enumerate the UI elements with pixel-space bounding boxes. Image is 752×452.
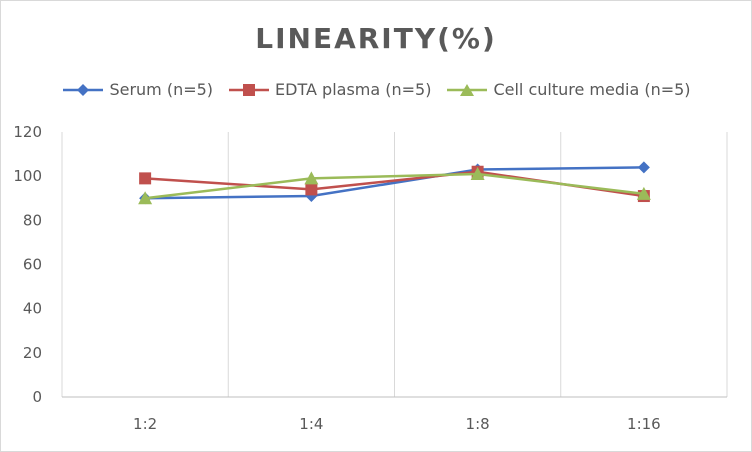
x-tick-label: 1:4 [299, 415, 323, 433]
chart-title: LINEARITY(%) [255, 22, 497, 55]
data-point-cell-culture-media [470, 166, 485, 180]
data-point-edta-plasma [305, 183, 318, 196]
series-line-serum [145, 166, 644, 200]
chart-legend: Serum (n=5) EDTA plasma (n=5) Cell cultu… [0, 80, 752, 99]
legend-item-edta-plasma: EDTA plasma (n=5) [227, 80, 431, 99]
y-tick-label: 60 [23, 256, 42, 274]
legend-marker-cell-culture-media [447, 83, 488, 96]
data-point-serum [637, 161, 650, 174]
data-point-edta-plasma [139, 172, 152, 185]
legend-item-cell-culture-media: Cell culture media (n=5) [445, 80, 691, 99]
data-point-cell-culture-media [636, 186, 651, 200]
y-tick-label: 80 [23, 211, 42, 229]
data-point-cell-culture-media [304, 171, 319, 185]
x-tick-label: 1:8 [466, 415, 490, 433]
x-tick-label: 1:16 [627, 415, 661, 433]
legend-label-serum: Serum (n=5) [109, 80, 214, 99]
data-point-cell-culture-media [138, 191, 153, 205]
legend-item-serum: Serum (n=5) [61, 80, 213, 99]
y-tick-label: 20 [23, 344, 42, 362]
y-tick-label: 0 [32, 388, 42, 406]
legend-label-edta-plasma: EDTA plasma (n=5) [275, 80, 432, 99]
x-tick-label: 1:2 [133, 415, 157, 433]
y-tick-label: 100 [13, 167, 42, 185]
legend-marker-serum [63, 83, 104, 96]
y-tick-label: 120 [13, 123, 42, 141]
series-line-cell-culture-media [144, 172, 645, 200]
legend-label-cell-culture-media: Cell culture media (n=5) [493, 80, 691, 99]
y-tick-label: 40 [23, 300, 42, 318]
legend-marker-edta-plasma [229, 83, 270, 96]
